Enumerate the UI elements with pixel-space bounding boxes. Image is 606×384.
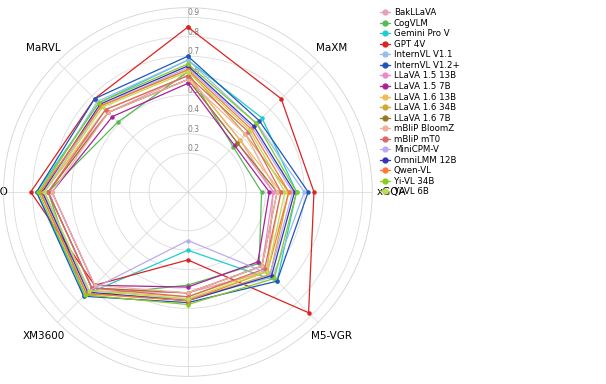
Legend: BakLLaVA, CogVLM, Gemini Pro V, GPT 4V, InternVL V1.1, InternVL V1.2+, LLaVA 1.5: BakLLaVA, CogVLM, Gemini Pro V, GPT 4V, …	[380, 8, 459, 197]
